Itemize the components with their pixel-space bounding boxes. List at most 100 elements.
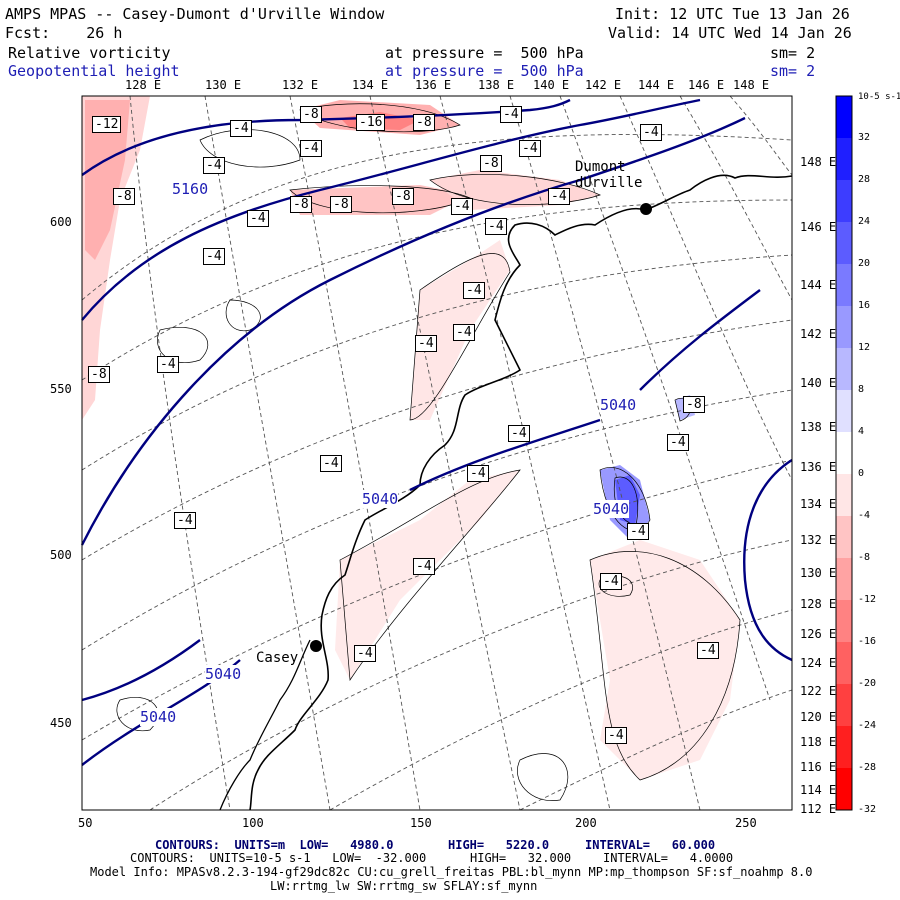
x-tick-label: 150 (410, 816, 432, 830)
vorticity-contour-label: -12 (92, 116, 122, 133)
top-longitude-label: 144 E (638, 78, 675, 92)
footer-vort-interval: INTERVAL= 4.0000 (603, 851, 734, 865)
right-longitude-label: 120 E (800, 710, 837, 724)
top-longitude-label: 136 E (415, 78, 452, 92)
top-longitude-label: 146 E (688, 78, 725, 92)
vorticity-contour-label: -8 (330, 196, 352, 213)
right-longitude-label: 128 E (800, 597, 837, 611)
vorticity-contour-label: -4 (667, 434, 689, 451)
colorbar-swatch (836, 96, 852, 138)
coastline-west (219, 639, 311, 811)
vorticity-contour-label: -8 (300, 106, 322, 123)
colorbar-swatch (836, 474, 852, 516)
field2-name: Geopotential height (8, 62, 180, 80)
top-longitude-label: 128 E (125, 78, 162, 92)
vorticity-contour-label: -4 (640, 124, 662, 141)
vorticity-contour-label: -4 (600, 573, 622, 590)
colorbar-tick-label: -28 (858, 762, 877, 773)
colorbar-tick-label: 12 (858, 342, 871, 353)
right-longitude-label: 122 E (800, 684, 837, 698)
vorticity-contour-label: -4 (627, 523, 649, 540)
right-longitude-label: 144 E (800, 278, 837, 292)
colorbar-swatch (836, 222, 852, 264)
valid-time: Valid: 14 UTC Wed 14 Jan 26 (608, 24, 852, 42)
right-longitude-label: 130 E (800, 566, 837, 580)
top-longitude-label: 142 E (585, 78, 622, 92)
right-longitude-label: 112 E (800, 802, 837, 816)
colorbar-tick-label: -20 (858, 678, 877, 689)
coastline (249, 174, 793, 811)
vorticity-contour-label: -4 (548, 188, 570, 205)
vorticity-contour-label: -4 (354, 645, 376, 662)
colorbar-tick-label: 0 (858, 468, 865, 479)
colorbar-swatch (836, 180, 852, 222)
x-tick-label: 100 (242, 816, 264, 830)
field2-smoothing: sm= 2 (770, 62, 816, 80)
y-tick-label: 600 (50, 215, 72, 229)
footer-model-info: Model Info: MPASv8.2.3-194-gf29dc82c CU:… (90, 865, 813, 879)
right-longitude-label: 116 E (800, 760, 837, 774)
field1-smoothing: sm= 2 (770, 44, 816, 62)
right-longitude-label: 124 E (800, 656, 837, 670)
y-tick-label: 500 (50, 548, 72, 562)
footer-vort-high: HIGH= 32.000 (470, 851, 572, 865)
vorticity-contour-label: -4 (453, 324, 475, 341)
vorticity-contour-label: -16 (356, 114, 386, 131)
latlon-grid (81, 95, 793, 811)
colorbar-swatch (836, 600, 852, 642)
height-contour-label: 5040 (140, 708, 177, 726)
right-longitude-label: 136 E (800, 460, 837, 474)
colorbar-swatch (836, 264, 852, 306)
right-longitude-label: 146 E (800, 220, 837, 234)
height-contour-label: 5040 (593, 500, 630, 518)
colorbar-swatch (836, 684, 852, 726)
casey-marker (310, 640, 322, 652)
colorbar-swatch (836, 138, 852, 180)
height-contour-label: 5040 (205, 665, 242, 683)
vorticity-contour-label: -8 (290, 196, 312, 213)
colorbar-tick-label: 32 (858, 132, 871, 143)
right-longitude-label: 140 E (800, 376, 837, 390)
vorticity-contour-label: -4 (230, 120, 252, 137)
colorbar-tick-label: -16 (858, 636, 877, 647)
vorticity-contour-label: -4 (467, 465, 489, 482)
top-longitude-label: 134 E (352, 78, 389, 92)
colorbar-tick-label: 20 (858, 258, 871, 269)
vorticity-contour-label: -4 (203, 157, 225, 174)
height-contour-label: 5040 (362, 490, 399, 508)
top-longitude-label: 138 E (478, 78, 515, 92)
colorbar-swatch (836, 348, 852, 390)
colorbar-tick-label: 8 (858, 384, 865, 395)
colorbar-swatch (836, 558, 852, 600)
vorticity-contour-label: -4 (413, 558, 435, 575)
footer-height-contours: CONTOURS: UNITS=m LOW= 4980.0 (155, 838, 394, 852)
y-tick-label: 450 (50, 716, 72, 730)
vorticity-contour-label: -4 (415, 335, 437, 352)
vorticity-contour-label: -4 (697, 642, 719, 659)
chart-title: AMPS MPAS -- Casey-Dumont d'Urville Wind… (5, 5, 385, 23)
init-time: Init: 12 UTC Tue 13 Jan 26 (615, 5, 850, 23)
vorticity-contour-label: -4 (247, 210, 269, 227)
height-contours (80, 98, 793, 766)
vorticity-contour-label: -8 (113, 188, 135, 205)
colorbar-tick-label: -12 (858, 594, 877, 605)
right-longitude-label: 138 E (800, 420, 837, 434)
height-contour-label: 5040 (600, 396, 637, 414)
footer-height-high: HIGH= 5220.0 (448, 838, 550, 852)
colorbar-tick-label: -4 (858, 510, 871, 521)
x-tick-label: 50 (78, 816, 93, 830)
colorbar-tick-label: 4 (858, 426, 865, 437)
colorbar-swatch (836, 306, 852, 348)
top-longitude-label: 130 E (205, 78, 242, 92)
field1-name: Relative vorticity (8, 44, 171, 62)
right-longitude-label: 134 E (800, 497, 837, 511)
right-longitude-label: 118 E (800, 735, 837, 749)
x-tick-label: 250 (735, 816, 757, 830)
footer-height-interval: INTERVAL= 60.000 (585, 838, 716, 852)
right-longitude-label: 132 E (800, 533, 837, 547)
colorbar-tick-label: 16 (858, 300, 871, 311)
right-longitude-label: 114 E (800, 783, 837, 797)
colorbar-tick-label: -24 (858, 720, 877, 731)
colorbar-swatch (836, 642, 852, 684)
vorticity-contour-label: -8 (88, 366, 110, 383)
